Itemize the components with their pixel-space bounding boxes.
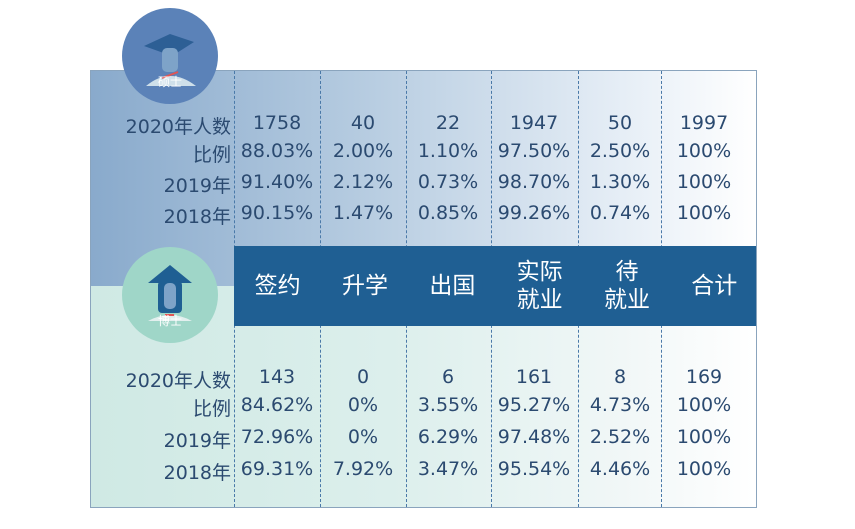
table-cell: 100%	[676, 394, 732, 416]
column-header-line: 就业	[516, 287, 563, 313]
table-cell: 1947	[509, 112, 559, 134]
row-label: 比例	[192, 144, 231, 166]
column-header: 实际 就业	[496, 246, 583, 326]
table-cell: 6.29%	[417, 426, 479, 448]
table-cell: 2.00%	[332, 140, 394, 162]
phd-badge: 博士	[122, 247, 218, 343]
table-cell: 40	[350, 112, 376, 134]
column-header: 签约	[234, 246, 321, 326]
table-cell: 100%	[676, 202, 732, 224]
graduate-icon	[144, 34, 196, 86]
table-cell: 6	[441, 366, 455, 388]
table-cell: 1.10%	[417, 140, 479, 162]
table-cell: 1.30%	[589, 171, 651, 193]
table-cell: 0	[356, 366, 370, 388]
table-cell: 0.73%	[417, 171, 479, 193]
column-header-line: 就业	[603, 287, 650, 313]
table-cell: 2.12%	[332, 171, 394, 193]
table-cell: 91.40%	[240, 171, 314, 193]
column-header-line: 合计	[691, 273, 738, 299]
table-cell: 4.46%	[589, 458, 651, 480]
row-label: 2020年人数	[125, 116, 231, 138]
table-row: 2018年 69.31% 7.92% 3.47% 95.54% 4.46% 100%	[91, 458, 756, 486]
row-label: 2019年	[163, 430, 231, 452]
table-row: 2019年 91.40% 2.12% 0.73% 98.70% 1.30% 100%	[91, 171, 756, 199]
column-header: 出国	[409, 246, 496, 326]
masters-badge: 硕士	[122, 8, 218, 104]
table-row: 比例 84.62% 0% 3.55% 95.27% 4.73% 100%	[91, 394, 756, 422]
graduate-icon	[148, 265, 192, 321]
table-cell: 143	[258, 366, 296, 388]
table-cell: 2.52%	[589, 426, 651, 448]
column-header: 待就业	[583, 246, 670, 326]
column-header-band: 签约 升学 出国 实际 就业待就业 合计	[234, 246, 756, 326]
table-cell: 84.62%	[240, 394, 314, 416]
masters-label: 硕士	[157, 75, 182, 89]
table-cell: 88.03%	[240, 140, 314, 162]
table-cell: 4.73%	[589, 394, 651, 416]
table-cell: 50	[607, 112, 633, 134]
table-cell: 161	[515, 366, 553, 388]
table-cell: 95.54%	[497, 458, 571, 480]
table-cell: 95.27%	[497, 394, 571, 416]
table-cell: 169	[685, 366, 723, 388]
table-row: 2020年人数 143 0 6 161 8 169	[91, 366, 756, 394]
table-row: 2018年 90.15% 1.47% 0.85% 99.26% 0.74% 100%	[91, 202, 756, 230]
table-cell: 1758	[252, 112, 302, 134]
row-label: 2018年	[163, 462, 231, 484]
column-header-line: 实际	[516, 259, 563, 285]
column-header-line: 待	[615, 259, 639, 285]
table-row: 比例 88.03% 2.00% 1.10% 97.50% 2.50% 100%	[91, 140, 756, 168]
phd-label: 博士	[157, 314, 182, 328]
column-header-line: 升学	[341, 273, 388, 299]
table-cell: 0.74%	[589, 202, 651, 224]
row-label: 2020年人数	[125, 370, 231, 392]
table-cell: 72.96%	[240, 426, 314, 448]
table-cell: 0%	[347, 394, 379, 416]
table-cell: 1.47%	[332, 202, 394, 224]
table-row: 2020年人数 1758 40 22 1947 50 1997	[91, 112, 756, 140]
table-cell: 99.26%	[497, 202, 571, 224]
table-row: 2019年 72.96% 0% 6.29% 97.48% 2.52% 100%	[91, 426, 756, 454]
table-cell: 90.15%	[240, 202, 314, 224]
column-header-line: 出国	[429, 273, 476, 299]
table-cell: 100%	[676, 426, 732, 448]
row-label: 2018年	[163, 206, 231, 228]
row-label: 比例	[192, 398, 231, 420]
table-cell: 0.85%	[417, 202, 479, 224]
table-cell: 7.92%	[332, 458, 394, 480]
table-cell: 8	[613, 366, 627, 388]
column-header: 合计	[671, 246, 756, 326]
table-cell: 100%	[676, 140, 732, 162]
table-cell: 2.50%	[589, 140, 651, 162]
table-cell: 22	[435, 112, 461, 134]
table-cell: 100%	[676, 171, 732, 193]
table-cell: 0%	[347, 426, 379, 448]
table-cell: 3.55%	[417, 394, 479, 416]
table-cell: 1997	[679, 112, 729, 134]
table-cell: 97.48%	[497, 426, 571, 448]
table-cell: 100%	[676, 458, 732, 480]
column-header-line: 签约	[254, 273, 301, 299]
table-cell: 3.47%	[417, 458, 479, 480]
column-header: 升学	[321, 246, 408, 326]
row-label: 2019年	[163, 175, 231, 197]
table-cell: 98.70%	[497, 171, 571, 193]
table-cell: 69.31%	[240, 458, 314, 480]
table-cell: 97.50%	[497, 140, 571, 162]
